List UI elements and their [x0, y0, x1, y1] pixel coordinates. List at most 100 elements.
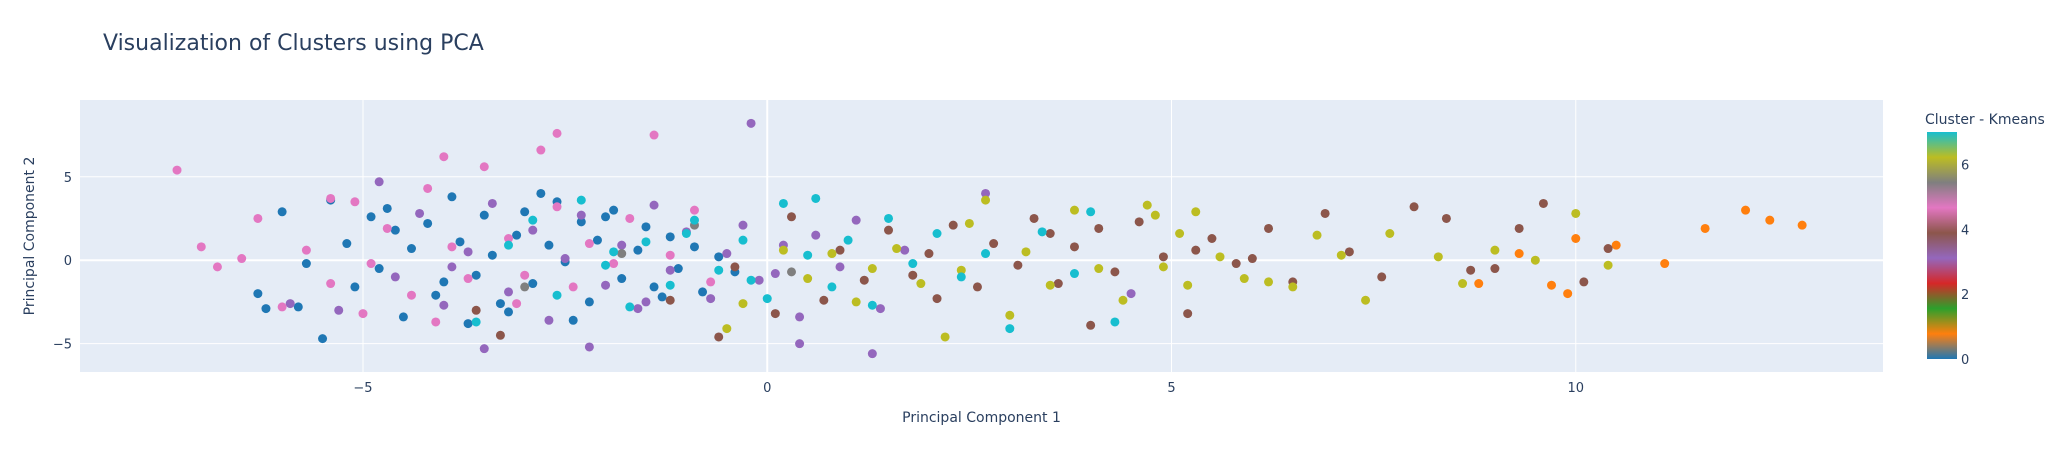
cluster-0-point	[406, 244, 416, 254]
x-axis-ticks: −5 0 5 10	[353, 381, 1584, 396]
cluster-0-point	[617, 274, 627, 284]
cluster-5-point	[1013, 260, 1023, 270]
cluster-6-point	[358, 309, 368, 319]
cluster-0-point	[277, 207, 287, 217]
cluster-0-point	[463, 319, 473, 329]
cluster-5-point	[495, 330, 505, 340]
colorbar-tick-label: 6	[1961, 158, 1969, 173]
cluster-4-point	[867, 349, 877, 359]
cluster-4-point	[576, 210, 586, 220]
cluster-5-point	[786, 212, 796, 222]
cluster-5-point	[1183, 309, 1193, 319]
cluster-0-point	[512, 230, 522, 240]
cluster-8-point	[1288, 282, 1298, 292]
cluster-6-point	[382, 223, 392, 233]
cluster-4-point	[487, 198, 497, 208]
cluster-6-point	[512, 299, 522, 309]
cluster-0-point	[439, 277, 449, 287]
cluster-6-point	[350, 197, 360, 207]
cluster-6-point	[552, 128, 562, 138]
cluster-4-point	[504, 287, 514, 297]
cluster-1-point	[1700, 223, 1710, 233]
y-tick-label: −5	[53, 338, 72, 353]
cluster-5-point	[908, 270, 918, 280]
cluster-8-point	[1118, 295, 1128, 305]
cluster-5-point	[1441, 213, 1451, 223]
cluster-8-point	[1191, 207, 1201, 217]
plot-area	[80, 100, 1883, 372]
x-tick-label: 10	[1567, 381, 1584, 396]
cluster-6-point	[431, 317, 441, 327]
cluster-9-point	[981, 249, 991, 259]
cluster-9-point	[778, 198, 788, 208]
data-points	[172, 118, 1807, 359]
cluster-5-point	[770, 309, 780, 319]
cluster-9-point	[932, 228, 942, 238]
cluster-4-point	[875, 304, 885, 314]
cluster-0-point	[633, 245, 643, 255]
cluster-9-point	[471, 317, 481, 327]
cluster-4-point	[754, 275, 764, 285]
cluster-6-point	[277, 302, 287, 312]
colorbar	[1927, 132, 1957, 359]
cluster-5-point	[1409, 202, 1419, 212]
cluster-0-point	[609, 205, 619, 215]
cluster-5-point	[1045, 228, 1055, 238]
y-tick-label: 5	[64, 171, 72, 186]
cluster-9-point	[1005, 324, 1015, 334]
cluster-8-point	[1361, 295, 1371, 305]
cluster-5-point	[730, 262, 740, 272]
grid-lines	[80, 100, 1883, 372]
cluster-4-point	[479, 344, 489, 354]
cluster-9-point	[746, 275, 756, 285]
cluster-1-point	[1741, 205, 1751, 215]
cluster-5-point	[972, 282, 982, 292]
cluster-0-point	[350, 282, 360, 292]
cluster-0-point	[504, 307, 514, 317]
cluster-5-point	[948, 220, 958, 230]
cluster-4-point	[981, 188, 991, 198]
cluster-5-point	[1231, 259, 1241, 269]
cluster-5-point	[819, 295, 829, 305]
cluster-8-point	[956, 265, 966, 275]
cluster-0-point	[455, 237, 465, 247]
cluster-4-point	[1126, 289, 1136, 299]
cluster-8-point	[1490, 245, 1500, 255]
cluster-6-point	[463, 274, 473, 284]
cluster-6-point	[237, 254, 247, 264]
cluster-4-point	[560, 254, 570, 264]
cluster-8-point	[981, 195, 991, 205]
cluster-8-point	[738, 299, 748, 309]
cluster-1-point	[1571, 234, 1581, 244]
colorbar-tick-label: 2	[1961, 288, 1969, 303]
cluster-8-point	[827, 249, 837, 259]
cluster-9-point	[738, 235, 748, 245]
cluster-6-point	[253, 213, 263, 223]
cluster-5-point	[1094, 223, 1104, 233]
cluster-6-point	[520, 270, 530, 280]
cluster-5-point	[1579, 277, 1589, 287]
cluster-5-point	[859, 275, 869, 285]
cluster-9-point	[528, 215, 538, 225]
cluster-4-point	[738, 220, 748, 230]
cluster-7-point	[786, 267, 796, 277]
cluster-6-point	[665, 250, 675, 260]
cluster-5-point	[932, 294, 942, 304]
cluster-5-point	[989, 239, 999, 249]
cluster-8-point	[1215, 252, 1225, 262]
colorbar-title: Cluster - Kmeans	[1925, 112, 2045, 128]
cluster-8-point	[1603, 260, 1613, 270]
cluster-0-point	[649, 282, 659, 292]
cluster-5-point	[1158, 252, 1168, 262]
cluster-4-point	[706, 294, 716, 304]
cluster-0-point	[382, 203, 392, 213]
cluster-1-point	[1611, 240, 1621, 250]
cluster-8-point	[1571, 208, 1581, 218]
cluster-6-point	[301, 245, 311, 255]
cluster-8-point	[1142, 200, 1152, 210]
cluster-5-point	[1514, 223, 1524, 233]
cluster-9-point	[681, 228, 691, 238]
cluster-4-point	[851, 215, 861, 225]
cluster-5-point	[1377, 272, 1387, 282]
cluster-9-point	[827, 282, 837, 292]
